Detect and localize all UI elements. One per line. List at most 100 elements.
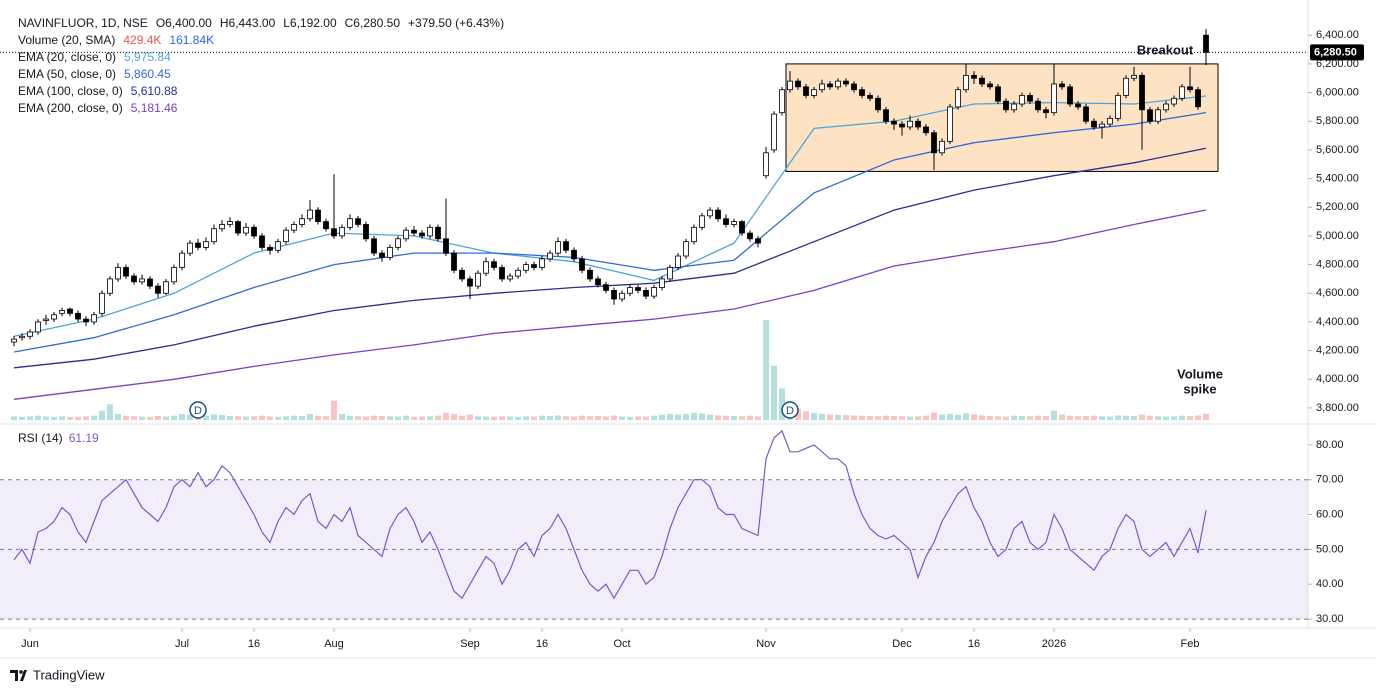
volume-bar (675, 414, 681, 420)
volume-bar (643, 416, 649, 420)
volume-bar (579, 415, 585, 420)
candle-body (1059, 83, 1065, 88)
volume-bar (939, 414, 945, 420)
y-tick-label: 40.00 (1316, 578, 1344, 590)
volume-bar (555, 415, 561, 420)
candle-body (227, 221, 233, 225)
volume-bar (595, 416, 601, 420)
volume-bar (619, 416, 625, 420)
candle-body (627, 287, 633, 294)
logo (10, 670, 27, 681)
legend-value: 429.4K (123, 33, 161, 47)
candle-body (747, 232, 753, 240)
volume-bar (1019, 416, 1025, 420)
x-tick-label: 2026 (1042, 638, 1066, 650)
candle-body (131, 275, 137, 283)
rsi-legend: RSI (14) 61.19 (18, 431, 99, 445)
volume-bar (211, 414, 217, 420)
candle-body (539, 258, 545, 268)
candle-body (1019, 95, 1025, 105)
volume-bar (467, 414, 473, 420)
volume-bar (1011, 415, 1017, 420)
volume-bar (355, 416, 361, 420)
y-tick-label: 4,800.00 (1316, 259, 1359, 271)
header: NAVINFLUOR, 1D, NSE O6,400.00 H6,443.00 L6,… (18, 16, 504, 30)
candle-body (1123, 77, 1129, 96)
x-tick-label: Aug (324, 638, 344, 650)
y-tick-label: 5,600.00 (1316, 144, 1359, 156)
volume-bar (251, 416, 257, 420)
footer-brand: TradingView (33, 667, 105, 682)
candle-body (1139, 74, 1145, 111)
candle-body (203, 241, 209, 248)
volume-bar (827, 414, 833, 420)
candle-body (803, 86, 809, 96)
candle-body (867, 95, 873, 99)
candle-body (883, 109, 889, 122)
volume-bar (403, 415, 409, 420)
candle-body (163, 281, 169, 294)
candle-body (779, 89, 785, 114)
candle-body (963, 74, 969, 91)
y-tick-label: 5,000.00 (1316, 230, 1359, 242)
volume-bar (131, 416, 137, 420)
candle-body (947, 106, 953, 142)
y-tick-label: 6,400.00 (1316, 29, 1359, 41)
candle-body (835, 80, 841, 88)
volume-bar (243, 416, 249, 420)
ohlc-value: H6,443.00 (220, 16, 276, 30)
volume-bar (1067, 415, 1073, 420)
volume-bar (947, 414, 953, 420)
candle-body (651, 287, 657, 297)
volume-bar (995, 416, 1001, 420)
candle-body (1003, 100, 1009, 111)
candle-body (1155, 109, 1161, 122)
candle-body (411, 229, 417, 234)
candle-body (179, 252, 185, 268)
volume-bar (435, 415, 441, 420)
volume-bar (659, 414, 665, 420)
candle-body (507, 275, 513, 280)
volume-bar (459, 415, 465, 420)
x-tick-label: Sep (460, 638, 480, 650)
volume-bar (1123, 415, 1129, 420)
candle-body (827, 83, 833, 88)
volume-bar (43, 416, 49, 420)
candle-body (1067, 86, 1073, 105)
candle-body (1035, 100, 1041, 111)
candle-body (819, 83, 825, 91)
candle-body (155, 285, 161, 294)
volume-bar (1155, 416, 1161, 420)
candle-body (1011, 103, 1017, 111)
candle-body (739, 221, 745, 234)
volume-bar (35, 415, 41, 420)
volume-bar (923, 415, 929, 420)
volume-bar (235, 416, 241, 420)
y-tick-label: 70.00 (1316, 474, 1344, 486)
volume-bar (747, 415, 753, 420)
candle-body (499, 267, 505, 280)
volume-bar (699, 413, 705, 420)
volume-bar (803, 411, 809, 420)
volume-bar (51, 416, 57, 420)
volume-bar (299, 416, 305, 420)
annotation: Volume (1177, 366, 1223, 381)
candle-body (987, 83, 993, 88)
volume-bar (523, 416, 529, 420)
event-label: D (194, 405, 202, 417)
candle-body (995, 86, 1001, 102)
candle-body (427, 226, 433, 237)
legend-name: Volume (20, SMA) (18, 33, 115, 47)
candle-body (419, 232, 425, 237)
volume-bar (363, 416, 369, 420)
volume-bar (1139, 414, 1145, 420)
candle-body (811, 89, 817, 96)
candle-body (475, 272, 481, 287)
volume-bar (531, 416, 537, 420)
volume-bar (971, 414, 977, 420)
candle-body (51, 314, 57, 320)
volume-bar (723, 415, 729, 420)
volume-bar (1043, 416, 1049, 420)
y-tick-label: 3,800.00 (1316, 402, 1359, 414)
candle-body (211, 228, 217, 243)
